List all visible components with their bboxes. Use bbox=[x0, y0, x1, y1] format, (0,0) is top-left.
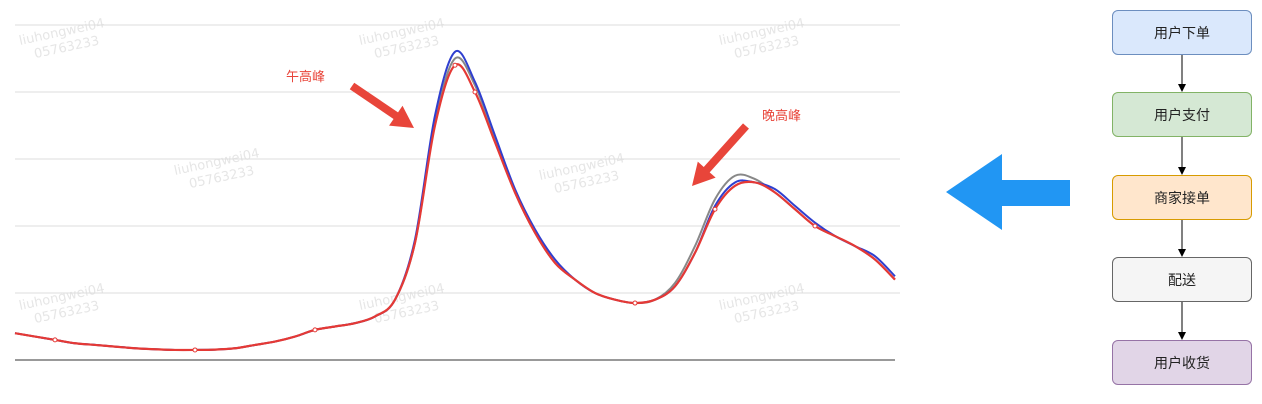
series-point bbox=[452, 62, 458, 68]
noon-peak-arrow-icon bbox=[349, 82, 414, 128]
noon-peak-label: 午高峰 bbox=[286, 70, 326, 85]
arrow-down-icon bbox=[1178, 249, 1186, 257]
series-point bbox=[312, 327, 318, 333]
arrow-down-icon bbox=[1178, 332, 1186, 340]
series-point bbox=[712, 206, 718, 212]
traffic-line-chart: liuhongwei04 05763233 liuhongwei04 05763233… bbox=[14, 16, 900, 361]
order-flow-diagram: 用户下单用户支付商家接单配送用户收货 bbox=[1100, 0, 1262, 404]
arrow-down-icon bbox=[1178, 167, 1186, 175]
series-point bbox=[192, 347, 198, 353]
series-line bbox=[14, 63, 896, 352]
series-point bbox=[632, 300, 638, 306]
left-arrow-icon bbox=[946, 154, 1070, 230]
evening-peak-arrow-icon bbox=[692, 123, 749, 186]
series-point bbox=[812, 223, 818, 229]
flow-step: 用户收货 bbox=[1112, 340, 1252, 385]
flow-connectors bbox=[1178, 55, 1186, 340]
evening-peak-label: 晚高峰 bbox=[762, 109, 802, 124]
flow-step: 配送 bbox=[1112, 257, 1252, 302]
series-point bbox=[52, 337, 58, 343]
series-point bbox=[472, 89, 478, 95]
arrow-down-icon bbox=[1178, 84, 1186, 92]
flow-step: 用户下单 bbox=[1112, 10, 1252, 55]
flow-step: 用户支付 bbox=[1112, 92, 1252, 137]
flow-step: 商家接单 bbox=[1112, 175, 1252, 220]
